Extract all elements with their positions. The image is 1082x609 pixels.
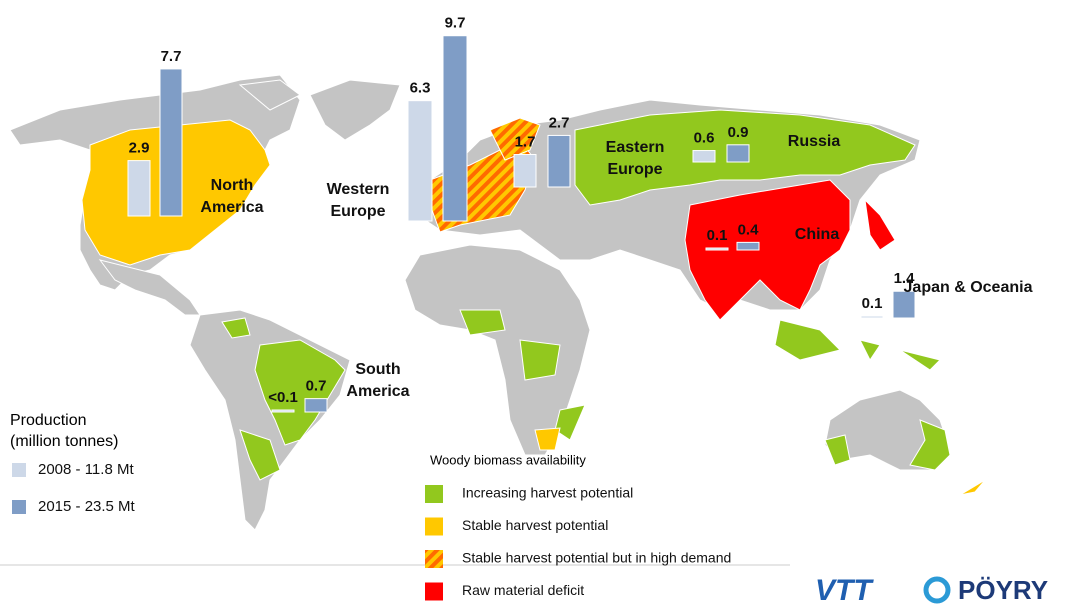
bar [442,35,468,222]
greenland [309,79,401,141]
region-name: Eastern Europe [606,139,665,178]
value-label: 9.7 [445,15,466,32]
mozambique [554,404,586,441]
value-label: 0.1 [707,227,728,244]
legend-label: 2015 - 23.5 Mt [38,498,136,515]
value-label: <0.1 [268,389,298,406]
bar [860,315,884,319]
value-label: 0.1 [862,295,883,312]
value-label: 0.9 [728,124,749,141]
availability-title: Woody biomass availability [430,452,586,467]
availability-label: Increasing harvest potential [462,485,633,501]
nordics [489,117,541,161]
central-africa [519,339,561,381]
bar [304,398,328,413]
south-africa [534,427,561,451]
value-label: 1.7 [515,133,536,150]
availability-swatch [425,517,443,536]
brazil [254,339,346,446]
value-label: 6.3 [410,80,431,97]
bar [547,134,571,188]
bar [705,247,729,251]
south-america [189,309,351,531]
legend-swatch [12,463,26,477]
availability-swatch [425,485,443,503]
region-name: Russia [788,133,841,150]
east-australia [909,419,951,471]
china-india [684,179,851,321]
japan [864,198,896,251]
world-map [9,74,993,531]
value-label: 1.4 [894,270,916,287]
value-label: 0.4 [738,221,760,238]
availability-swatch [425,550,443,568]
bar [513,154,537,188]
southern-cone [239,429,281,481]
value-label: 0.7 [306,378,327,395]
region-name: China [795,226,840,243]
value-label: 7.7 [161,48,182,65]
sea-islands [859,339,881,361]
production-unit: (million tonnes) [10,433,118,450]
bar [726,144,750,163]
bar [736,241,760,251]
legend-swatch [12,500,26,514]
new-zealand [959,471,993,496]
bar [407,100,433,222]
value-label: 0.6 [694,130,715,147]
availability-label: Stable harvest potential but in high dem… [462,550,731,566]
africa [404,244,591,456]
region-name: Western Europe [327,181,390,220]
region-name: South America [346,361,409,400]
bars: 2.9 7.7 6.3 9.7 1.7 2.7 0.6 0.9 0.1 0.4 0.1 1.4 <0.1… [127,15,916,413]
region-name: Japan & Oceania [904,279,1033,296]
value-label: 2.9 [129,140,150,157]
sea-islands [899,349,941,371]
west-australia [824,434,851,466]
value-label: 2.7 [549,114,570,131]
bar [692,150,716,163]
availability-swatch [425,582,443,601]
logo-poyry: PÖYRY [958,575,1048,605]
logo-poyry-icon [923,576,951,604]
production-title: Production [10,412,87,429]
west-africa [459,309,506,336]
legend-label: 2008 - 11.8 Mt [38,461,134,478]
bar [159,68,183,217]
bar [892,290,916,319]
colombia [221,317,251,339]
sea-islands [774,319,841,361]
bar [127,160,151,217]
logo-vtt: VTT [815,574,874,607]
bar [271,409,295,413]
region-name: North America [200,177,263,216]
central-america [98,259,201,316]
availability-label: Raw material deficit [462,582,584,598]
availability-label: Stable harvest potential [462,517,608,533]
arctic-islands [238,79,301,111]
